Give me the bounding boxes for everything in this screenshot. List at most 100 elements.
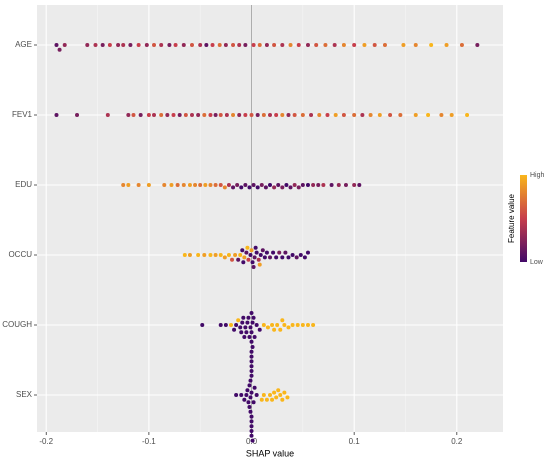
shap-point <box>250 320 255 325</box>
shap-point <box>246 257 251 262</box>
shap-point <box>196 113 201 117</box>
shap-point <box>300 183 305 187</box>
shap-point <box>146 183 151 187</box>
shap-point <box>368 113 373 117</box>
shap-point <box>241 260 246 265</box>
shap-point <box>251 265 256 269</box>
shap-point <box>250 260 255 265</box>
shap-point <box>305 43 310 47</box>
shap-point <box>272 390 277 395</box>
shap-point <box>249 311 254 315</box>
shap-point <box>264 397 269 402</box>
shap-point <box>243 325 248 330</box>
shap-point <box>249 369 254 373</box>
shap-point <box>259 183 264 187</box>
shap-point <box>181 183 186 187</box>
shap-point <box>234 323 239 327</box>
shap-point <box>259 397 264 402</box>
shap-point <box>202 253 207 257</box>
shap-point <box>475 43 480 47</box>
shap-point <box>245 388 250 393</box>
shap-point <box>222 185 227 190</box>
shap-point <box>459 43 464 47</box>
shap-point <box>254 250 259 255</box>
shap-point <box>255 113 260 117</box>
shap-point <box>264 43 269 47</box>
shap-point <box>218 183 223 187</box>
shap-point <box>162 183 167 187</box>
shap-point <box>251 400 256 405</box>
shap-point <box>222 255 227 260</box>
shap-point <box>268 183 272 187</box>
shap-point <box>239 330 244 335</box>
shap-point <box>305 183 310 187</box>
shap-point <box>276 183 281 187</box>
shap-point <box>198 43 203 47</box>
shap-point <box>280 255 285 260</box>
shap-point <box>249 339 254 344</box>
shap-point <box>274 395 279 400</box>
shap-point <box>231 43 236 47</box>
shap-point <box>165 113 170 117</box>
shap-point <box>311 183 316 187</box>
shap-point <box>300 113 305 117</box>
shap-point <box>280 113 285 117</box>
shap-point <box>238 253 243 257</box>
shap-point <box>136 43 141 47</box>
shap-point <box>444 43 449 47</box>
shap-point <box>249 419 254 424</box>
shap-point <box>352 113 357 117</box>
shap-point <box>175 183 180 187</box>
shap-point <box>239 185 244 190</box>
shap-point <box>316 183 321 187</box>
y-tick-label: FEV1 <box>12 110 33 119</box>
shap-point <box>183 113 188 117</box>
x-tick-label: -0.2 <box>39 437 53 446</box>
shap-point <box>54 113 59 117</box>
shap-point <box>254 393 259 397</box>
shap-point <box>240 248 245 253</box>
shap-point <box>278 393 283 397</box>
shap-point <box>223 43 228 47</box>
shap-point <box>121 183 126 187</box>
shap-point <box>144 43 149 47</box>
shap-point <box>54 43 59 47</box>
shap-point <box>208 253 213 257</box>
shap-point <box>250 345 255 349</box>
shap-point <box>248 395 253 400</box>
shap-point <box>131 113 136 117</box>
shap-point <box>213 113 218 117</box>
shap-point <box>249 359 254 364</box>
shap-point <box>321 183 326 187</box>
shap-point <box>352 183 357 187</box>
shap-point <box>196 253 201 257</box>
shap-point <box>240 320 245 325</box>
shap-point <box>272 43 277 47</box>
shap-point <box>249 349 254 354</box>
shap-point <box>305 323 310 327</box>
shap-point <box>218 113 223 117</box>
shap-point <box>260 248 265 253</box>
shap-point <box>302 255 307 260</box>
shap-point <box>234 393 239 397</box>
shap-point <box>296 43 301 47</box>
shap-point <box>181 43 186 47</box>
x-tick-label: 0.2 <box>451 437 463 446</box>
shap-point <box>245 245 250 250</box>
y-tick-label: OCCU <box>8 250 32 259</box>
shap-point <box>254 323 259 327</box>
shap-point <box>249 390 254 395</box>
shap-point <box>100 43 105 47</box>
shap-point <box>261 393 266 397</box>
shap-point <box>253 245 258 250</box>
shap-point <box>298 253 303 257</box>
shap-point <box>247 335 252 339</box>
y-tick-label: AGE <box>15 40 32 49</box>
shap-point <box>189 113 194 117</box>
shap-point <box>231 185 236 190</box>
shap-point <box>341 113 346 117</box>
shap-point <box>336 183 341 187</box>
shap-point <box>252 255 257 260</box>
shap-point <box>263 185 268 190</box>
